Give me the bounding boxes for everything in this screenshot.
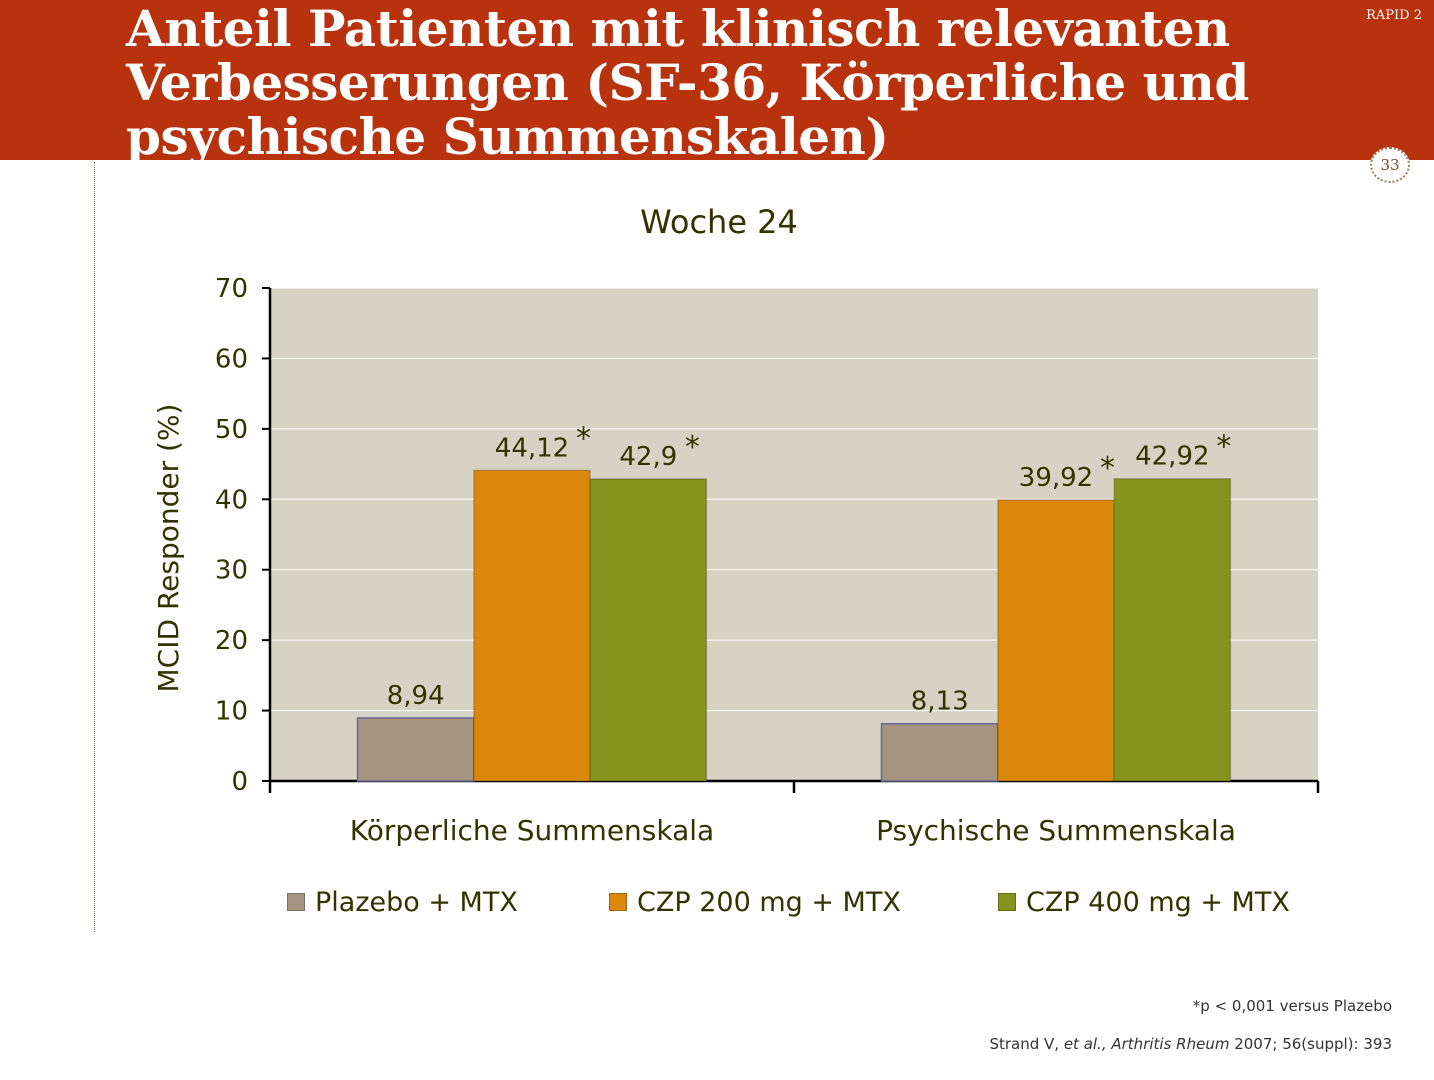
y-tick-label: 30 <box>215 556 248 586</box>
data-label: 39,92 <box>1019 463 1093 493</box>
y-tick-label: 0 <box>231 767 248 797</box>
y-tick-label: 60 <box>215 344 248 374</box>
legend-swatch-czp200 <box>609 893 627 911</box>
significance-footnote: *p < 0,001 versus Plazebo <box>1192 997 1392 1015</box>
header-banner: Anteil Patienten mit klinisch relevanten… <box>0 0 1434 164</box>
citation-journal: Arthritis Rheum <box>1111 1035 1230 1053</box>
y-tick-label: 10 <box>215 697 248 727</box>
bar <box>473 469 591 782</box>
x-category-label: Körperliche Summenskala <box>350 814 714 847</box>
significance-marker: * <box>1216 430 1231 465</box>
legend-swatch-czp400 <box>998 893 1016 911</box>
citation-etal: et al., <box>1063 1035 1107 1053</box>
significance-marker: * <box>685 430 700 465</box>
y-tick-label: 40 <box>215 485 248 515</box>
left-dotted-divider <box>94 162 95 932</box>
bar <box>1113 477 1232 782</box>
citation: Strand V, et al., Arthritis Rheum 2007; … <box>989 1035 1392 1053</box>
bar <box>997 499 1115 782</box>
page-number-badge: 33 <box>1370 147 1410 183</box>
slide-title: Anteil Patienten mit klinisch relevanten… <box>126 0 1249 166</box>
legend-label-czp400: CZP 400 mg + MTX <box>1026 886 1290 918</box>
y-axis-label: MCID Responder (%) <box>152 404 185 693</box>
y-tick-label: 70 <box>215 274 248 304</box>
chart-title: Woche 24 <box>640 203 798 241</box>
data-label: 8,94 <box>387 681 445 711</box>
citation-details: 2007; 56(suppl): 393 <box>1234 1035 1392 1053</box>
data-label: 44,12 <box>495 433 569 463</box>
data-label: 8,13 <box>911 687 969 717</box>
legend-label-czp200: CZP 200 mg + MTX <box>637 886 901 918</box>
data-label: 42,92 <box>1135 442 1209 472</box>
legend-item-czp400: CZP 400 mg + MTX <box>998 884 1290 920</box>
legend-label-placebo: Plazebo + MTX <box>315 886 518 918</box>
data-label: 42,9 <box>619 442 677 472</box>
legend-item-czp200: CZP 200 mg + MTX <box>609 884 901 920</box>
legend-item-placebo: Plazebo + MTX <box>287 884 518 920</box>
study-tag: RAPID 2 <box>1366 8 1422 23</box>
y-tick-label: 50 <box>215 415 248 445</box>
significance-marker: * <box>576 421 591 456</box>
legend-swatch-placebo <box>287 893 305 911</box>
x-category-label: Psychische Summenskala <box>876 814 1236 847</box>
bar <box>589 478 708 782</box>
y-tick-label: 20 <box>215 626 248 656</box>
citation-authors: Strand V, <box>989 1035 1060 1053</box>
bar <box>880 722 999 782</box>
bar <box>356 717 475 782</box>
significance-marker: * <box>1100 451 1115 486</box>
